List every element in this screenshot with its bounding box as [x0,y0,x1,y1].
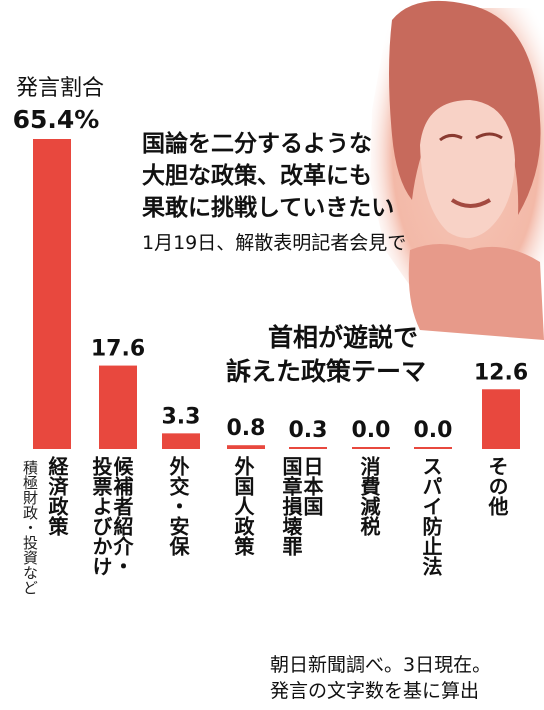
value-label-7: 0.0 [414,418,453,443]
value-label-1: 65.4% [13,105,100,134]
value-label-3: 3.3 [162,404,201,429]
quote-line-3: 果敢に挑戦していきたい [142,195,395,221]
category-label-4: 外国人政策 [231,456,255,556]
category-sublabel-1: 積極財政・投資など [21,460,39,595]
value-label-8: 12.6 [474,360,528,385]
chart-title-line-1: 首相が遊説で [268,323,419,352]
bar-2 [99,365,137,449]
metric-label: 発言割合 [16,76,105,101]
quote-line-2: 大胆な政策、改革にも [142,163,372,189]
footer-line-2: 発言の文字数を基に算出 [270,680,480,702]
bar-8 [482,389,520,449]
category-label-1: 経済政策 [45,456,69,536]
category-label-6: 消費減税 [357,456,381,536]
bar-6 [352,447,390,449]
value-label-5: 0.3 [289,418,328,443]
bar-4 [227,445,265,449]
bar-5 [289,447,327,449]
category-label-7: スパイ防止法 [419,456,443,576]
bar-3 [162,433,200,449]
value-label-6: 0.0 [352,418,391,443]
category-label-8: その他 [485,456,509,516]
quote-source: 1月19日、解散表明記者会見で [142,232,407,254]
bar-7 [414,447,452,449]
chart-title-line-2: 訴えた政策テーマ [226,357,427,386]
bar-1 [33,139,71,449]
footer-line-1: 朝日新聞調べ。3日現在。 [270,654,492,676]
category-label-2: 候補者紹介・ 投票よびかけ [89,456,134,576]
value-label-4: 0.8 [227,416,266,441]
quote-line-1: 国論を二分するような [142,131,372,157]
category-label-5: 日本国 国章損壊罪 [279,456,324,556]
category-label-3: 外交・安保 [166,456,190,556]
value-label-2: 17.6 [91,337,145,362]
